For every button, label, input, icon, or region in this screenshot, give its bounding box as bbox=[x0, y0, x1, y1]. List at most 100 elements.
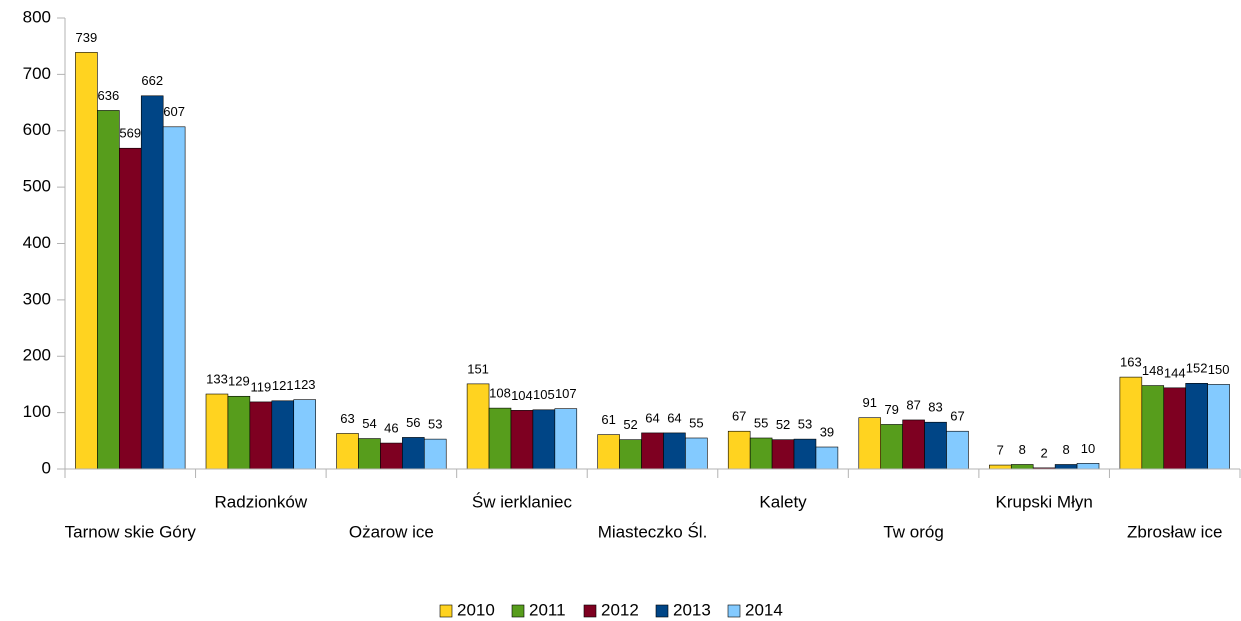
bar bbox=[771, 439, 795, 470]
value-label: 151 bbox=[467, 361, 489, 376]
bar bbox=[249, 401, 273, 470]
bar bbox=[271, 400, 295, 470]
bar bbox=[423, 438, 447, 470]
bar bbox=[554, 408, 578, 470]
x-tick-label: Św ierklaniec bbox=[472, 492, 573, 511]
value-label: 79 bbox=[884, 402, 898, 417]
value-label: 123 bbox=[294, 377, 316, 392]
bar bbox=[685, 437, 708, 470]
value-label: 83 bbox=[928, 400, 942, 415]
legend-swatch bbox=[655, 604, 669, 618]
value-label: 55 bbox=[689, 415, 703, 430]
y-tick-label: 300 bbox=[23, 289, 51, 308]
bar bbox=[1185, 383, 1208, 470]
legend-swatch bbox=[439, 604, 453, 618]
bar bbox=[619, 439, 642, 470]
value-label: 104 bbox=[511, 388, 533, 403]
value-label: 133 bbox=[206, 371, 228, 386]
bar bbox=[793, 438, 817, 470]
bar bbox=[902, 419, 925, 470]
value-label: 7 bbox=[997, 442, 1004, 457]
bar bbox=[1054, 464, 1078, 470]
value-label: 53 bbox=[798, 417, 812, 432]
legend-label: 2012 bbox=[601, 600, 639, 619]
y-tick-label: 100 bbox=[23, 402, 51, 421]
y-tick-label: 800 bbox=[23, 7, 51, 26]
legend-label: 2013 bbox=[673, 600, 711, 619]
bar bbox=[641, 432, 664, 470]
value-label: 91 bbox=[863, 395, 877, 410]
value-label: 87 bbox=[906, 397, 920, 412]
bar bbox=[402, 437, 425, 470]
bar bbox=[488, 407, 512, 470]
legend-swatch bbox=[583, 604, 597, 618]
x-tick-label: Ożarow ice bbox=[349, 522, 434, 541]
value-label: 46 bbox=[384, 421, 398, 436]
y-tick-label: 700 bbox=[23, 64, 51, 83]
bar bbox=[97, 110, 120, 470]
bar bbox=[946, 430, 969, 470]
value-label: 148 bbox=[1142, 363, 1164, 378]
value-label: 119 bbox=[250, 379, 271, 394]
bar bbox=[510, 410, 534, 470]
bar bbox=[1207, 384, 1230, 470]
value-label: 64 bbox=[667, 410, 681, 425]
value-label: 8 bbox=[1062, 442, 1069, 457]
bar bbox=[924, 421, 947, 470]
x-tick-label: Kalety bbox=[759, 492, 807, 511]
value-label: 52 bbox=[623, 417, 637, 432]
bar bbox=[466, 383, 490, 470]
bar bbox=[1010, 464, 1034, 470]
value-label: 121 bbox=[272, 378, 294, 393]
bar bbox=[727, 430, 751, 470]
value-label: 2 bbox=[1041, 445, 1048, 460]
x-tick-label: Krupski Młyn bbox=[996, 492, 1093, 511]
value-label: 54 bbox=[362, 416, 376, 431]
x-tick-label: Miasteczko Śl. bbox=[598, 522, 708, 541]
bar bbox=[205, 393, 229, 470]
y-tick-label: 500 bbox=[23, 177, 51, 196]
bar bbox=[140, 95, 164, 470]
value-label: 55 bbox=[754, 415, 768, 430]
value-label: 67 bbox=[950, 409, 964, 424]
bar bbox=[380, 442, 403, 470]
value-label: 61 bbox=[601, 412, 615, 427]
value-label: 607 bbox=[163, 104, 185, 119]
bar bbox=[293, 399, 316, 470]
y-tick-label: 400 bbox=[23, 233, 51, 252]
legend-label: 2011 bbox=[529, 600, 566, 619]
value-label: 64 bbox=[645, 410, 659, 425]
value-label: 108 bbox=[489, 386, 511, 401]
y-tick-label: 0 bbox=[42, 458, 51, 477]
bar bbox=[119, 147, 142, 470]
value-label: 53 bbox=[428, 417, 442, 432]
value-label: 144 bbox=[1164, 365, 1186, 380]
bar bbox=[597, 434, 620, 470]
bar bbox=[663, 432, 686, 470]
value-label: 636 bbox=[97, 88, 119, 103]
value-label: 67 bbox=[732, 409, 746, 424]
value-label: 150 bbox=[1208, 362, 1230, 377]
bar bbox=[1141, 385, 1165, 470]
legend-label: 2014 bbox=[745, 600, 783, 619]
value-label: 10 bbox=[1081, 441, 1095, 456]
value-label: 105 bbox=[533, 387, 555, 402]
value-label: 163 bbox=[1120, 355, 1142, 370]
bar bbox=[880, 424, 903, 470]
bar bbox=[75, 52, 98, 470]
x-tick-label: Tw oróg bbox=[883, 522, 943, 541]
x-tick-label: Tarnow skie Góry bbox=[65, 522, 197, 541]
value-label: 63 bbox=[340, 411, 354, 426]
bar bbox=[336, 433, 359, 470]
bar bbox=[989, 464, 1012, 470]
bar bbox=[358, 438, 381, 470]
bar bbox=[858, 417, 882, 470]
value-label: 662 bbox=[141, 73, 163, 88]
bar bbox=[1163, 387, 1186, 470]
legend-label: 2010 bbox=[457, 600, 495, 619]
value-label: 129 bbox=[228, 374, 250, 389]
bar bbox=[162, 126, 186, 470]
legend-swatch bbox=[511, 604, 525, 618]
bar bbox=[1119, 376, 1143, 470]
